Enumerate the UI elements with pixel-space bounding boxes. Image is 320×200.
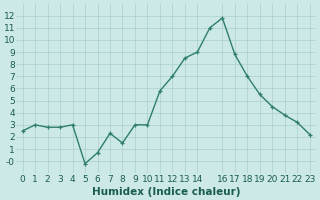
X-axis label: Humidex (Indice chaleur): Humidex (Indice chaleur) [92,187,240,197]
